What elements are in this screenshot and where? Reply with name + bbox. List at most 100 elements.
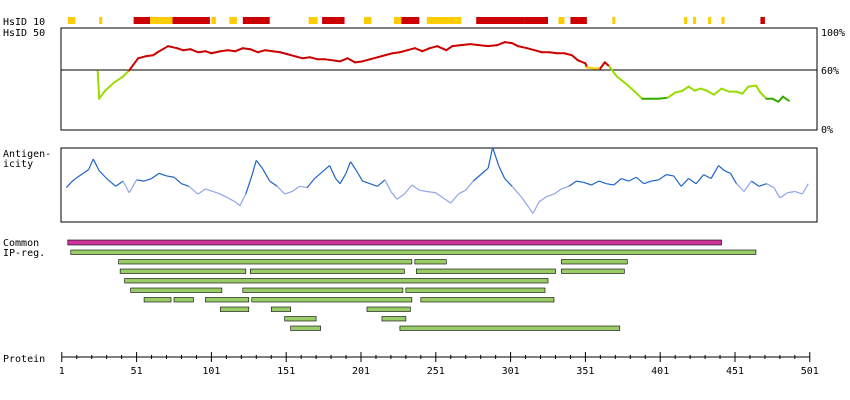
antigenicity-segment [801,183,809,195]
antigenicity-segment [435,192,444,199]
antigenicity-segment [255,160,263,169]
hsid50-segment [167,45,178,50]
hsid50-segment [339,57,349,63]
antigenicity-segment [673,175,682,187]
antigenicity-segment [234,201,241,207]
hsid10-segment [476,17,525,24]
antigenicity-segment [779,192,788,199]
antigenicity-segment [766,183,775,189]
antigenicity-segment [635,176,645,185]
hsid10-segment [322,17,345,24]
antigenicity-segment [492,147,500,166]
ip-region-bar [399,325,621,331]
hsid50-segment [608,65,618,78]
hsid50-segment [503,41,514,45]
hsid50-segment [271,50,282,54]
antigenicity-segment [532,201,540,214]
antigenicity-segment [787,190,795,194]
hsid10-segment [558,17,565,24]
antigenicity-segment [773,187,781,199]
hsid50-segment [391,51,401,55]
ip-region-bar [416,268,556,274]
hsid50-segment [113,75,125,84]
hsid50-segment [234,47,244,53]
antigenicity-segment [173,176,182,185]
antigenicity-segment [122,180,130,194]
hsid50-segment [777,95,784,103]
antigenicity-segment [472,174,482,182]
antigenicity-segment [299,185,308,189]
antigenicity-segment [442,197,452,204]
label-protein: Protein [3,354,45,365]
antigenicity-segment [115,180,124,187]
antigenicity-segment [426,190,436,194]
hsid50-segment [346,57,357,64]
ip-region-bar [414,259,447,265]
antigenicity-segment [703,174,712,180]
hsid50-line [96,41,790,103]
antigenicity-segment [339,173,347,185]
hsid10-segment [708,17,712,24]
antigenicity-segment [276,185,286,195]
hsid50-segment [666,91,677,99]
hsid50-segment [771,97,780,103]
axis-tick-label: 101 [202,366,220,377]
antigenicity-segment [306,178,316,188]
antigenicity-segment [504,178,513,187]
antigenicity-segment [553,188,562,195]
ip-region-bar [249,268,405,274]
hsid50-segment [657,96,669,100]
hsid50-segment [301,56,312,60]
antigenicity-segment [166,175,175,178]
ip-region-bar [561,268,625,274]
hsid50-segment [156,45,170,54]
hsid50-segment [286,53,297,58]
hsid10-segment [229,17,237,24]
ip-region-bar [251,297,413,303]
antigenicity-segment [613,178,622,186]
antigenicity-segment [396,193,405,200]
antigenicity-segment [143,177,152,182]
hsid50-segment [487,44,499,48]
ip-region-bar [119,268,247,274]
hsid50-segment [264,49,274,53]
hsid10-segment [172,17,210,24]
antigenicity-segment [73,174,82,181]
ip-region-bar [220,306,250,312]
antigenicity-segment [450,193,459,204]
hsid10-segment [570,17,587,24]
hsid50-segment [478,44,490,48]
axis-tick-label: 451 [726,366,744,377]
hsid50-segment [96,70,101,100]
hsid50-segment [451,44,463,48]
label-antigenicity-line2: icity [3,159,33,170]
antigenicity-segment [606,183,614,186]
ip-region-bar [420,297,555,303]
antigenicity-segment [411,184,420,191]
antigenicity-segment [65,179,75,189]
label-common-line1: Common [3,238,39,249]
antigenicity-segment [743,180,752,192]
hsid50-segment [705,89,716,96]
hsid50-segment [436,45,448,52]
antigenicity-segment [239,193,247,207]
antigenicity-segment [568,180,577,187]
hsid50-segment [747,84,757,88]
hsid50-segment [279,51,289,56]
hsid50-segment [603,61,611,68]
axis-tick-label: 201 [352,366,370,377]
axis-tick-label: 351 [576,366,594,377]
hsid10-segment [426,17,462,24]
ip-region-bar [284,316,317,322]
hsid50-segment [256,49,267,54]
hsid50-segment [693,87,702,92]
antigenicity-segment [181,183,190,187]
antigenicity-segment [419,189,427,193]
hsid50-segment [576,59,587,65]
antigenicity-segment [658,174,667,181]
hsid50-segment [181,48,192,52]
hsid50-segment [122,69,131,78]
hsid50-segment [189,48,199,54]
hsid10-segment [693,17,697,24]
